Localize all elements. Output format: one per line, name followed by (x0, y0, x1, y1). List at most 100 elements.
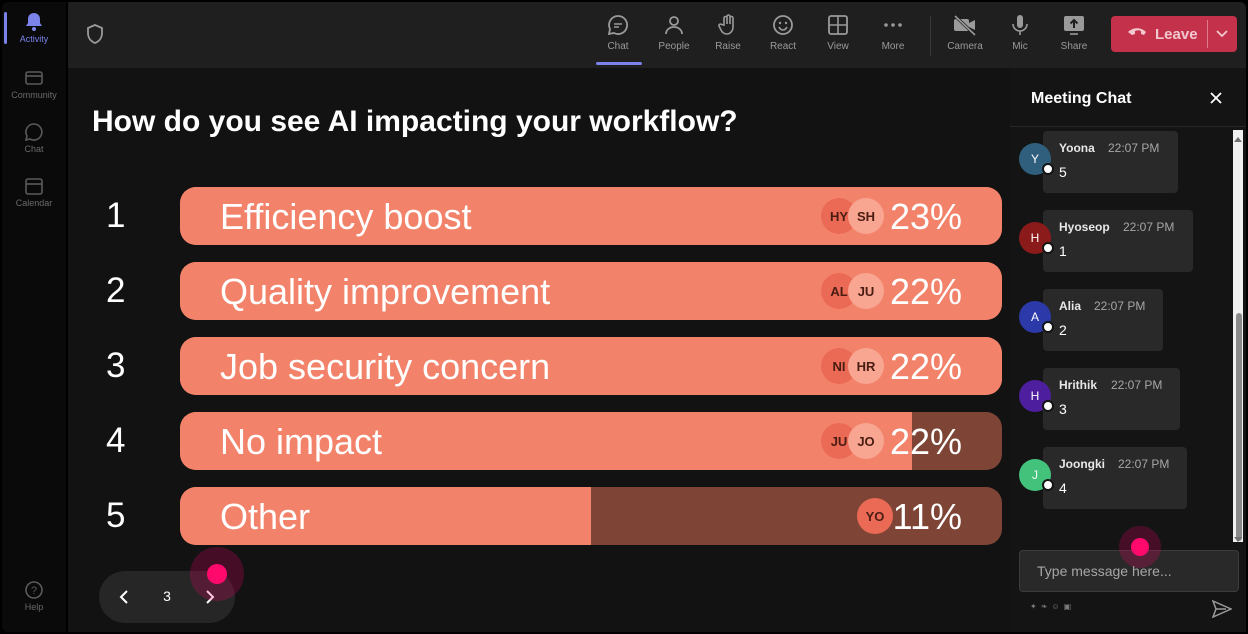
raise-hand-icon (715, 12, 741, 38)
message-time: 22:07 PM (1108, 141, 1160, 155)
toolbar-divider (930, 16, 931, 56)
presence-indicator (1042, 242, 1054, 254)
chat-title: Meeting Chat (1031, 90, 1132, 107)
sender-name: Hyoseop (1059, 220, 1110, 234)
toolbar-mic-button[interactable]: Mic (994, 12, 1046, 60)
toolbar-view-button[interactable]: View (812, 12, 864, 60)
sender-name: Yoona (1059, 141, 1095, 155)
toolbar-raise-button[interactable]: Raise (702, 12, 754, 60)
toolbar-label: People (658, 41, 690, 52)
rail-item-label: Calendar (15, 198, 53, 208)
leave-label: Leave (1155, 25, 1198, 43)
chat-icon (23, 122, 45, 142)
scroll-up-icon[interactable] (1234, 131, 1242, 149)
leave-button[interactable]: Leave (1111, 16, 1237, 52)
option-fill (180, 487, 591, 545)
option-number: 2 (106, 271, 126, 310)
toolbar-label: Mic (1012, 41, 1028, 52)
message-text: 3 (1059, 401, 1067, 417)
option-percent: 11% (892, 496, 962, 537)
rail-active-indicator (4, 12, 7, 44)
option-number: 5 (106, 496, 126, 535)
chat-icon (605, 12, 631, 38)
message-card[interactable]: Yoona 22:07 PM 5 (1043, 131, 1178, 193)
mic-icon (1007, 12, 1033, 38)
toolbar-label: View (827, 41, 849, 52)
option-percent: 23% (889, 196, 962, 237)
message-card[interactable]: Alia 22:07 PM 2 (1043, 289, 1163, 351)
voter-avatar: JO (848, 423, 884, 459)
meeting-toolbar: Chat People Raise React View More C (68, 2, 1246, 68)
divider (1010, 126, 1246, 127)
rail-item-community[interactable]: Community (2, 68, 66, 100)
message-time: 22:07 PM (1094, 299, 1146, 313)
sender-name: Joongki (1059, 457, 1106, 471)
click-indicator (1131, 538, 1149, 556)
message-time: 22:07 PM (1118, 457, 1170, 471)
option-label: Job security concern (220, 346, 551, 387)
scroll-down-icon[interactable] (1234, 530, 1242, 548)
toolbar-chat-button[interactable]: Chat (592, 12, 644, 60)
presence-indicator (1042, 163, 1054, 175)
camera-off-icon (952, 12, 978, 38)
page-number: 3 (163, 588, 171, 604)
presence-indicator (1042, 321, 1054, 333)
message-card[interactable]: Hyoseop 22:07 PM 1 (1043, 210, 1193, 272)
poll-option-bar[interactable]: Job security concern NI HR 22% (180, 337, 1002, 395)
community-icon (23, 68, 45, 88)
message-text: 2 (1059, 322, 1067, 338)
chevron-left-icon[interactable] (115, 587, 135, 612)
option-percent: 22% (889, 271, 962, 312)
message-time: 22:07 PM (1111, 378, 1163, 392)
voter-avatar: SH (848, 198, 884, 234)
toolbar-share-button[interactable]: Share (1048, 12, 1100, 60)
svg-text:?: ? (31, 585, 37, 597)
rail-item-calendar[interactable]: Calendar (2, 176, 66, 208)
chevron-right-icon[interactable] (199, 587, 219, 612)
poll-option-bar[interactable]: Efficiency boost HY SH 23% (180, 187, 1002, 245)
scrollbar-thumb[interactable] (1236, 313, 1242, 541)
app-rail: Activity Community Chat Calendar ? Help (2, 2, 66, 632)
option-label: Efficiency boost (220, 196, 472, 237)
message-text: 5 (1059, 164, 1067, 180)
message-time: 22:07 PM (1123, 220, 1175, 234)
more-icon (880, 12, 906, 38)
chevron-down-icon[interactable] (1215, 26, 1229, 45)
toolbar-people-button[interactable]: People (648, 12, 700, 60)
meeting-chat-panel: Meeting Chat Yoona 22:07 PM 5 Y Hyoseop … (1010, 68, 1246, 632)
rail-item-chat[interactable]: Chat (2, 122, 66, 154)
poll-option-bar[interactable]: No impact JU JO 22% (180, 412, 1002, 470)
attach-icon[interactable]: ❧ (1040, 602, 1048, 611)
shield-icon[interactable] (86, 24, 104, 49)
option-percent: 22% (889, 346, 962, 387)
rail-item-label: Activity (19, 34, 49, 44)
option-label: No impact (220, 421, 383, 462)
toolbar-active-indicator (596, 62, 642, 65)
people-icon (661, 12, 687, 38)
rail-item-label: Help (24, 602, 44, 612)
voter-avatar: HR (848, 348, 884, 384)
message-card[interactable]: Joongki 22:07 PM 4 (1043, 447, 1187, 509)
message-card[interactable]: Hrithik 22:07 PM 3 (1043, 368, 1180, 430)
toolbar-camera-button[interactable]: Camera (939, 12, 991, 60)
sender-name: Alia (1059, 299, 1082, 313)
sender-name: Hrithik (1059, 378, 1098, 392)
send-icon[interactable] (1211, 599, 1233, 623)
poll-option-bar[interactable]: Quality improvement AL JU 22% (180, 262, 1002, 320)
option-fill (180, 412, 912, 470)
toolbar-react-button[interactable]: React (757, 12, 809, 60)
rail-item-help[interactable]: ? Help (2, 580, 66, 612)
gif-icon[interactable]: ▣ (1063, 602, 1072, 611)
close-icon[interactable] (1209, 91, 1223, 110)
hang-up-icon (1127, 25, 1147, 43)
toolbar-more-button[interactable]: More (867, 12, 919, 60)
poll-option-bar[interactable]: Other YO 11% (180, 487, 1002, 545)
format-icon[interactable]: ✦ (1030, 602, 1037, 611)
chat-message-input[interactable] (1019, 550, 1239, 592)
toolbar-label: Share (1060, 41, 1088, 52)
rail-item-activity[interactable]: Activity (2, 12, 66, 44)
voter-avatar: YO (857, 498, 893, 534)
emoji-icon[interactable]: ☺ (1051, 602, 1060, 611)
toolbar-label: More (881, 41, 905, 52)
option-number: 1 (106, 196, 126, 235)
